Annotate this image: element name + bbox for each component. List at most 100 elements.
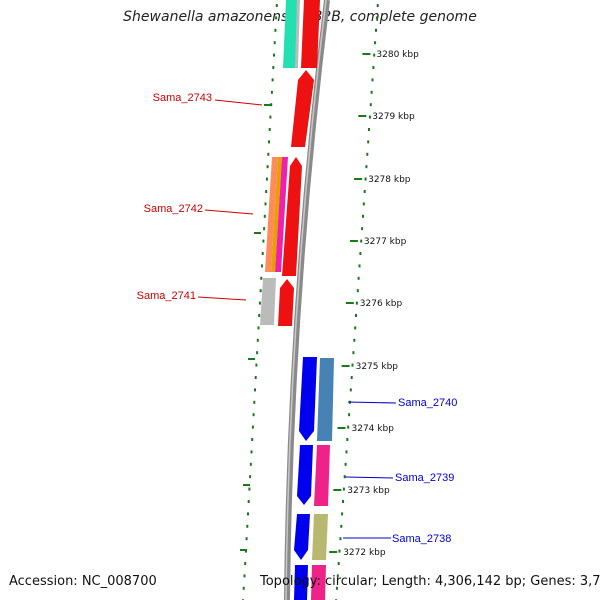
ruler-dot — [258, 314, 261, 317]
kbp-tick-label: 3279 kbp — [372, 112, 415, 122]
ruler-dot — [252, 413, 255, 417]
gene-label-sama-2738[interactable]: Sama_2738 — [392, 533, 451, 545]
ruler-dot — [253, 400, 256, 404]
ruler-dot — [254, 376, 257, 379]
kbp-tick-mark — [358, 115, 367, 117]
accession-label: Accession: NC_008700 — [9, 574, 157, 589]
kbp-tick-label: 3280 kbp — [376, 50, 419, 60]
ruler-dot — [375, 28, 377, 32]
ruler-dot — [263, 214, 266, 218]
ruler-dot — [343, 475, 346, 479]
ruler-ring-inner — [240, 4, 278, 600]
ruler-dot — [341, 512, 344, 516]
ruler-dot — [264, 202, 267, 206]
ruler-dot — [268, 128, 271, 131]
gene-labels: Sama_2743 Sama_2742 Sama_2741 Sama_2740 … — [137, 92, 458, 545]
gene-feature[interactable] — [265, 157, 278, 272]
ruler-dot — [275, 4, 278, 7]
ruler-dot — [251, 425, 254, 429]
ruler-dot — [265, 177, 268, 181]
gene-feature-sama-2742[interactable] — [282, 157, 302, 276]
gene-feature-sama-2743[interactable] — [291, 70, 314, 147]
gene-feature[interactable] — [260, 278, 276, 325]
ruler-dot — [262, 239, 265, 243]
ruler-dash — [243, 484, 250, 486]
ruler-dot — [372, 66, 375, 69]
gene-label-sama-2739[interactable]: Sama_2739 — [395, 472, 454, 484]
ruler-dot — [351, 363, 354, 367]
ruler-dot — [261, 252, 264, 255]
gene-label-sama-2743[interactable]: Sama_2743 — [153, 92, 212, 104]
ruler-dot — [259, 289, 262, 293]
kbp-tick-label: 3272 kbp — [343, 548, 386, 558]
ruler-dot — [275, 16, 278, 20]
gene-label-sama-2741[interactable]: Sama_2741 — [137, 290, 196, 302]
map-title: Shewanella amazonensis SB2B, complete ge… — [123, 9, 477, 25]
label-leader-line — [197, 296, 247, 301]
gene-feature-sama-2739[interactable] — [297, 445, 313, 505]
ruler-dot — [258, 301, 261, 305]
ruler-dot — [261, 264, 263, 268]
kbp-ruler: 3280 kbp 3279 kbp 3278 kbp 3277 kbp 3276 kbp… — [329, 50, 419, 558]
kbp-tick-label: 3274 kbp — [352, 424, 395, 434]
genome-backbone — [284, 0, 330, 600]
ruler-dot — [244, 562, 247, 565]
gene-label-sama-2740[interactable]: Sama_2740 — [398, 397, 457, 409]
gene-feature-sama-2740[interactable] — [299, 357, 317, 441]
gene-feature[interactable] — [301, 0, 320, 68]
ruler-dot — [352, 351, 355, 355]
ruler-dot — [371, 78, 374, 82]
ruler-dot — [266, 165, 269, 169]
ruler-dot — [270, 103, 273, 107]
gene-features-top — [260, 0, 320, 326]
ruler-dot — [357, 276, 360, 280]
gene-feature-sama-2738[interactable] — [294, 514, 310, 560]
ruler-dot — [374, 41, 377, 45]
gene-feature-sama-2741[interactable] — [278, 279, 294, 326]
ruler-dot — [244, 549, 247, 553]
ruler-dot — [366, 152, 369, 156]
ruler-dot — [345, 450, 348, 454]
ruler-dot — [344, 462, 347, 466]
ruler-dot — [255, 363, 258, 367]
ruler-dot — [338, 549, 341, 553]
gene-feature[interactable] — [275, 157, 288, 272]
ruler-dot — [354, 326, 357, 330]
ruler-dot — [355, 301, 358, 305]
ruler-dot — [362, 214, 364, 218]
kbp-tick-label: 3277 kbp — [364, 237, 407, 247]
ruler-dot — [363, 190, 366, 193]
gene-feature[interactable] — [271, 157, 282, 272]
ruler-dot — [342, 487, 345, 491]
kbp-tick-mark — [349, 240, 358, 242]
gene-feature[interactable] — [314, 445, 330, 506]
gene-feature[interactable] — [295, 0, 300, 68]
genome-backbone-highlight — [285, 0, 327, 600]
gene-feature[interactable] — [312, 514, 328, 560]
gene-feature[interactable] — [317, 358, 334, 441]
ruler-dot — [336, 574, 339, 578]
ruler-dot — [249, 462, 252, 466]
ruler-dash — [254, 232, 261, 234]
gene-feature[interactable] — [311, 565, 326, 600]
ruler-dot — [362, 202, 365, 206]
ruler-dot — [360, 239, 363, 243]
ruler-dot — [268, 140, 270, 144]
ruler-dot — [271, 78, 274, 82]
gene-feature[interactable] — [283, 0, 299, 68]
ruler-dot — [260, 276, 263, 280]
ruler-dot — [364, 177, 367, 181]
kbp-tick-mark — [341, 365, 350, 367]
ruler-dot — [274, 28, 277, 32]
kbp-tick-mark — [333, 489, 342, 491]
ruler-dot — [353, 338, 356, 342]
gene-label-sama-2742[interactable]: Sama_2742 — [144, 203, 203, 215]
ruler-dot — [368, 128, 370, 131]
ruler-dot — [249, 475, 252, 479]
ruler-dot — [368, 115, 371, 119]
gene-feature[interactable] — [294, 565, 308, 600]
ruler-dot — [256, 351, 259, 355]
ruler-dot — [359, 252, 362, 255]
ruler-dot — [273, 53, 275, 57]
ruler-dot — [367, 140, 370, 144]
